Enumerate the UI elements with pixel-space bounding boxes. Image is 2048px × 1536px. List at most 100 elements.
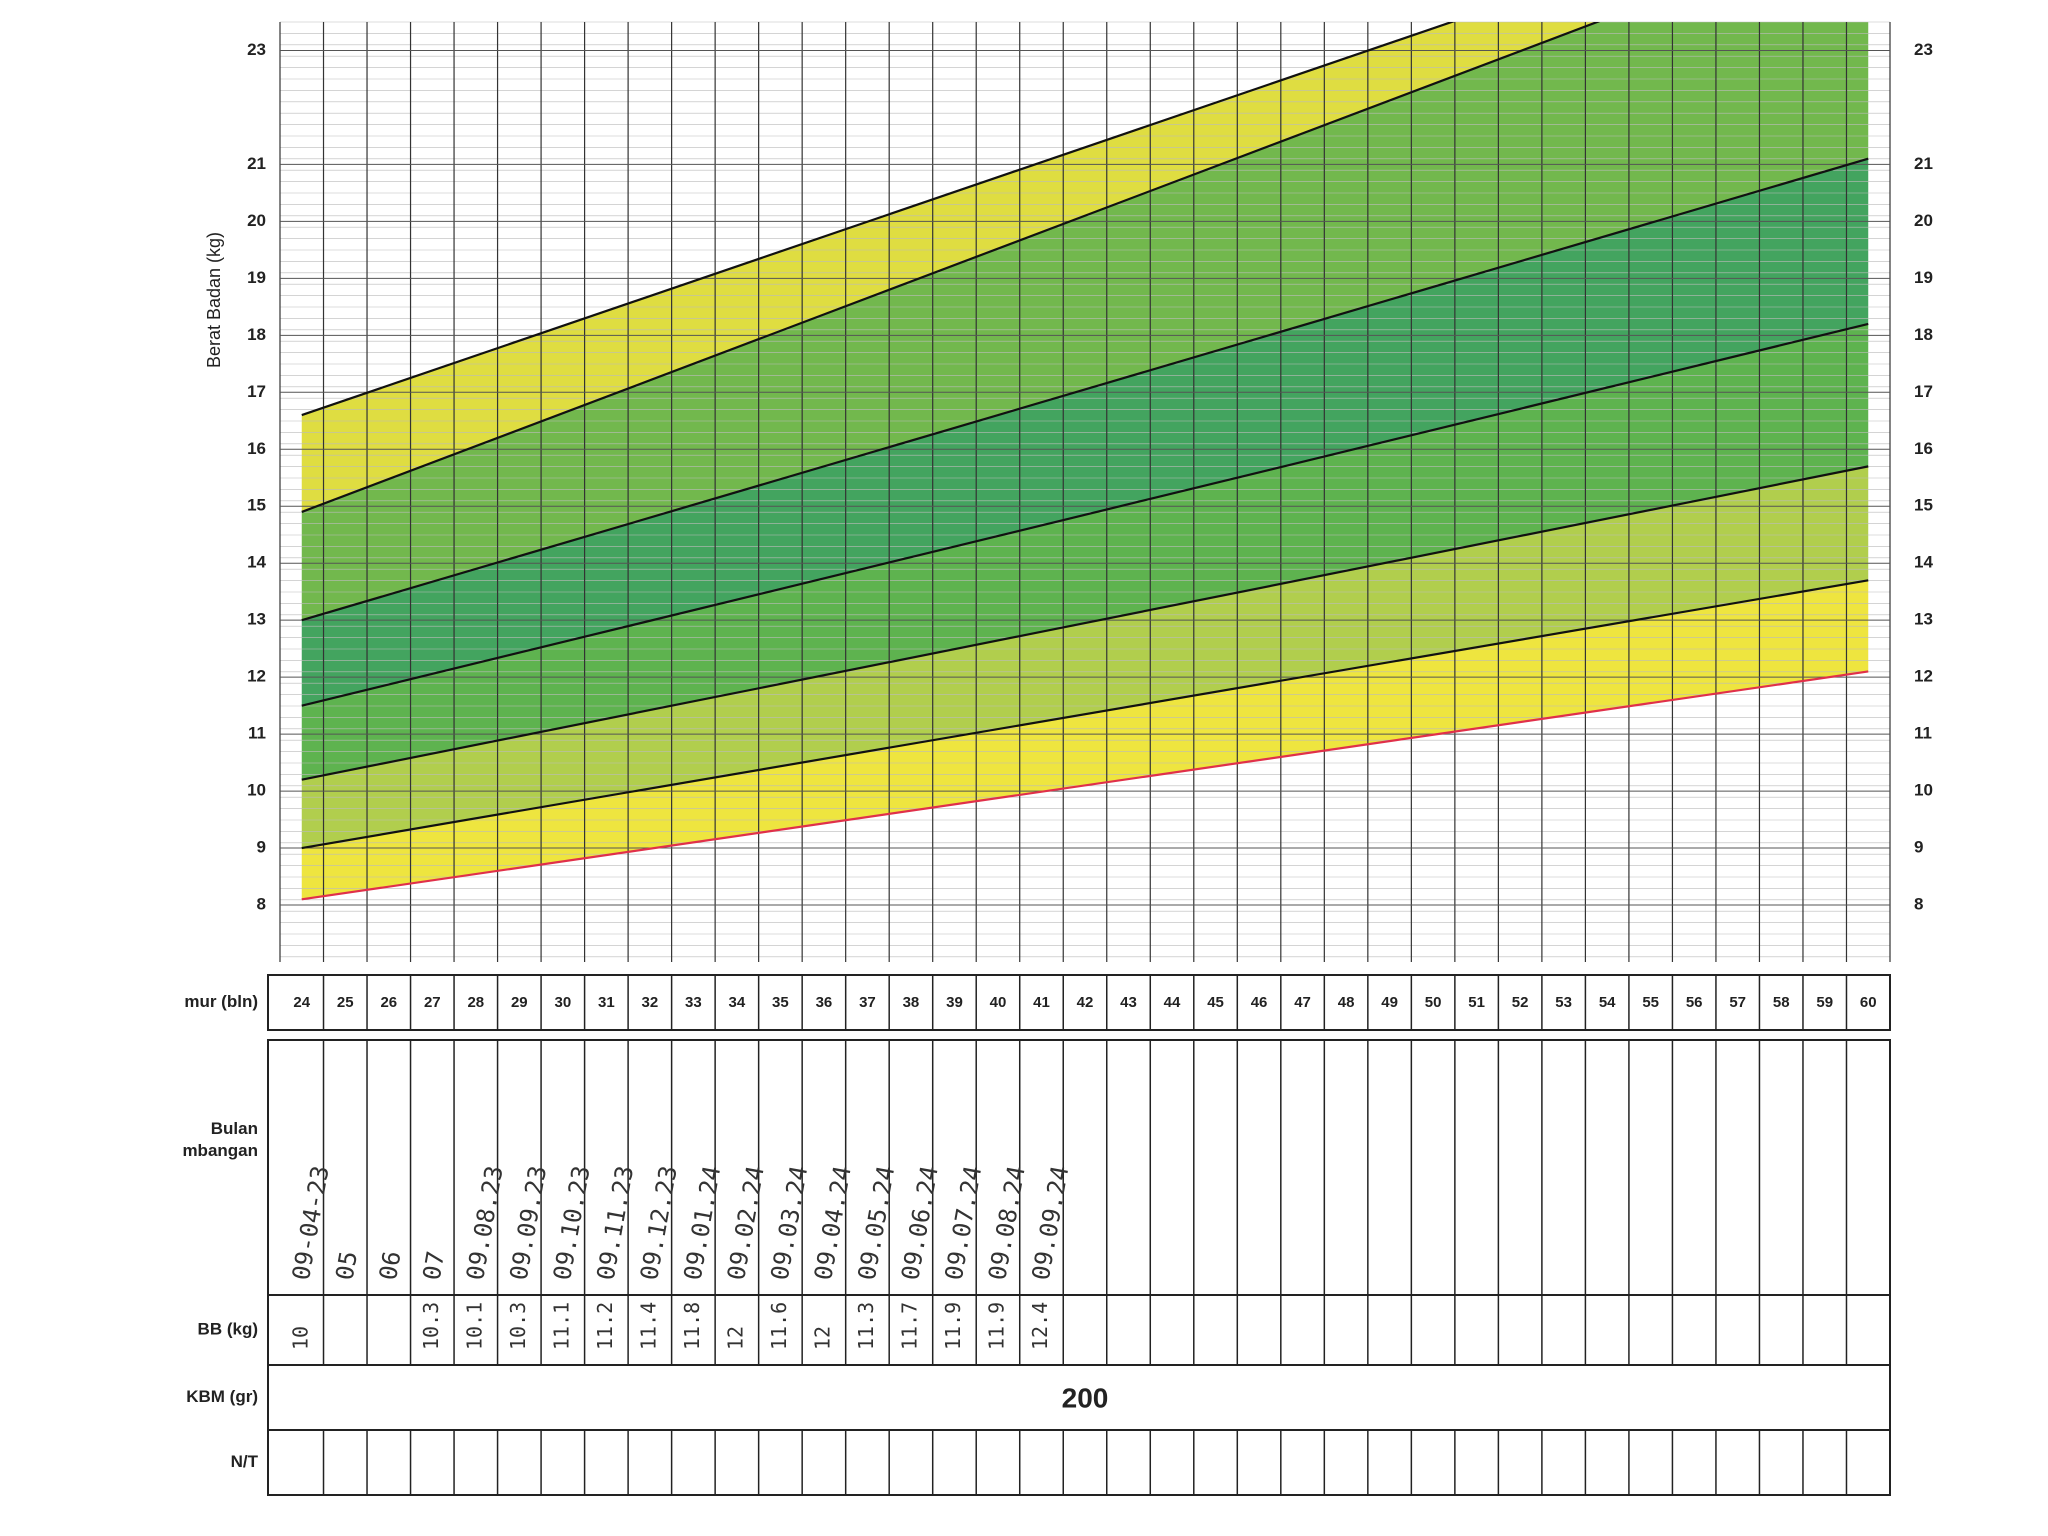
month-label: 26	[380, 994, 397, 1011]
month-label: 24	[293, 994, 310, 1011]
kbm-value: 200	[1062, 1382, 1109, 1413]
month-label: 28	[467, 994, 484, 1011]
y-tick-label: 14	[247, 553, 266, 572]
month-label: 35	[772, 994, 789, 1011]
y-tick-label-right: 17	[1914, 382, 1933, 401]
month-label: 30	[554, 994, 571, 1011]
weight: 11.9	[941, 1302, 965, 1350]
band	[301, 22, 1869, 621]
month-label: 32	[642, 994, 659, 1011]
month-label: 44	[1164, 994, 1181, 1011]
month-label: 33	[685, 994, 702, 1011]
y-tick-label: 15	[247, 496, 266, 515]
weight: 10.3	[419, 1302, 443, 1350]
month-label: 50	[1425, 994, 1442, 1011]
month-label: 49	[1381, 994, 1398, 1011]
y-tick-label-right: 18	[1914, 325, 1933, 344]
y-tick-label-right: 19	[1914, 268, 1933, 287]
month-label: 34	[729, 994, 746, 1011]
month-label: 46	[1251, 994, 1268, 1011]
weight: 11.1	[549, 1302, 573, 1350]
y-tick-label: 8	[257, 895, 266, 914]
y-tick-label-right: 13	[1914, 610, 1933, 629]
month-label: 48	[1338, 994, 1355, 1011]
y-tick-label: 12	[247, 667, 266, 686]
row-label: KBM (gr)	[186, 1387, 258, 1406]
month-label: 39	[946, 994, 963, 1011]
weight: 11.7	[897, 1302, 921, 1350]
month-label: 25	[337, 994, 354, 1011]
weight: 12	[810, 1326, 834, 1350]
reference-line	[301, 579, 1869, 850]
lines	[301, 22, 1869, 901]
y-tick-label-right: 15	[1914, 496, 1933, 515]
weight: 10.1	[462, 1302, 486, 1350]
y-tick-label-right: 8	[1914, 895, 1923, 914]
weight: 11.6	[767, 1302, 791, 1350]
month-label: 59	[1816, 994, 1833, 1011]
month-label: 42	[1077, 994, 1094, 1011]
month-label: 56	[1686, 994, 1703, 1011]
band	[301, 323, 1869, 780]
reference-line	[301, 22, 1456, 417]
row-label: N/T	[231, 1452, 259, 1471]
month-label: 45	[1207, 994, 1224, 1011]
reference-line	[301, 670, 1869, 901]
month-label: 41	[1033, 994, 1050, 1011]
month-label: 58	[1773, 994, 1790, 1011]
month-label: 43	[1120, 994, 1137, 1011]
month-label: 54	[1599, 994, 1616, 1011]
row-frame	[267, 1429, 1891, 1496]
weight: 10.3	[506, 1302, 530, 1350]
month-label: 55	[1642, 994, 1659, 1011]
month-label: 57	[1729, 994, 1746, 1011]
month-label: 53	[1555, 994, 1572, 1011]
weight: 12	[723, 1326, 747, 1350]
y-tick-label-right: 21	[1914, 154, 1933, 173]
y-tick-label: 16	[247, 439, 266, 458]
reference-line	[301, 465, 1869, 781]
weight: 11.4	[636, 1302, 660, 1350]
y-tick-label: 20	[247, 211, 266, 230]
month-label: 52	[1512, 994, 1529, 1011]
y-tick-label-right: 12	[1914, 667, 1933, 686]
month-label: 60	[1860, 994, 1877, 1011]
month-label: 36	[816, 994, 833, 1011]
band	[301, 580, 1869, 900]
y-tick-label: 10	[247, 781, 266, 800]
month-label: 31	[598, 994, 615, 1011]
month-label: 29	[511, 994, 528, 1011]
weigh-date: 05	[330, 1249, 363, 1282]
y-tick-label-right: 16	[1914, 439, 1933, 458]
row-label: mur (bln)	[184, 992, 258, 1011]
month-label: 37	[859, 994, 876, 1011]
y-tick-label-right: 14	[1914, 553, 1933, 572]
y-tick-label: 9	[257, 838, 266, 857]
y-tick-label-right: 10	[1914, 781, 1933, 800]
month-label: 51	[1468, 994, 1485, 1011]
row-frame	[267, 974, 1891, 1031]
month-label: 38	[903, 994, 920, 1011]
y-axis-label: Berat Badan (kg)	[204, 232, 224, 368]
weight: 11.3	[854, 1302, 878, 1350]
y-tick-label: 23	[247, 40, 266, 59]
y-tick-label-right: 11	[1914, 724, 1932, 743]
y-tick-label: 21	[247, 154, 266, 173]
weight: 11.8	[680, 1302, 704, 1350]
reference-line	[301, 22, 1601, 513]
y-tick-label: 11	[248, 724, 266, 743]
month-label: 27	[424, 994, 441, 1011]
y-tick-label-right: 20	[1914, 211, 1933, 230]
band	[301, 466, 1869, 849]
y-tick-label: 18	[247, 325, 266, 344]
reference-line	[301, 322, 1869, 707]
weight: 11.9	[984, 1302, 1008, 1350]
y-tick-label: 19	[247, 268, 266, 287]
weigh-date: 07	[418, 1249, 451, 1282]
row-label: BB (kg)	[198, 1319, 258, 1338]
weight: 12.4	[1028, 1302, 1052, 1350]
grid	[279, 21, 1891, 962]
y-tick-label-right: 23	[1914, 40, 1933, 59]
month-label: 40	[990, 994, 1007, 1011]
